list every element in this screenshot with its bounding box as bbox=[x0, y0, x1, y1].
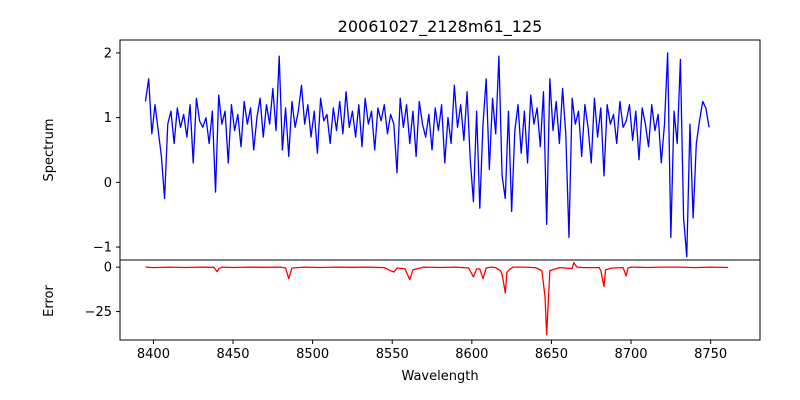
spectrum-ytick-label-1: 0 bbox=[104, 176, 112, 191]
spectrum-plot-area bbox=[120, 40, 760, 260]
spectrum-line bbox=[144, 52, 710, 258]
spectrum-ytick-label-0: −1 bbox=[93, 241, 112, 256]
spectrum-ytick-label-2: 1 bbox=[104, 111, 112, 126]
error-xtick-label-7: 8750 bbox=[694, 347, 727, 362]
error-panel: −25 0 8400 8450 8500 8550 8600 8650 8700 8750 Er… bbox=[42, 259, 761, 384]
error-y-axis: −25 0 bbox=[85, 261, 120, 320]
error-series bbox=[145, 262, 729, 336]
error-ytick-label-0: −25 bbox=[85, 305, 112, 320]
spectrum-ytick-label-3: 2 bbox=[104, 46, 112, 61]
error-xtick-label-5: 8650 bbox=[535, 347, 568, 362]
error-plot-area bbox=[120, 260, 760, 340]
error-xtick-label-2: 8500 bbox=[296, 347, 329, 362]
error-y-axis-label: Error bbox=[42, 285, 57, 317]
error-frame bbox=[119, 259, 761, 341]
spectrum-panel: −1 0 1 2 Spectrum bbox=[42, 39, 761, 264]
error-x-axis: 8400 8450 8500 8550 8600 8650 8700 8750 bbox=[137, 340, 727, 362]
error-ytick-label-1: 0 bbox=[104, 261, 112, 276]
error-xtick-label-3: 8550 bbox=[376, 347, 409, 362]
x-axis-label: Wavelength bbox=[401, 369, 478, 384]
error-xtick-label-6: 8700 bbox=[614, 347, 647, 362]
spectrum-y-axis: −1 0 1 2 bbox=[93, 46, 120, 256]
spectrum-series bbox=[144, 52, 710, 258]
error-xtick-label-4: 8600 bbox=[455, 347, 488, 362]
chart-title: 20061027_2128m61_125 bbox=[338, 17, 543, 37]
error-line bbox=[145, 262, 729, 336]
error-xtick-label-0: 8400 bbox=[137, 347, 170, 362]
error-xtick-label-1: 8450 bbox=[216, 347, 249, 362]
spectrum-y-axis-label: Spectrum bbox=[42, 119, 57, 182]
